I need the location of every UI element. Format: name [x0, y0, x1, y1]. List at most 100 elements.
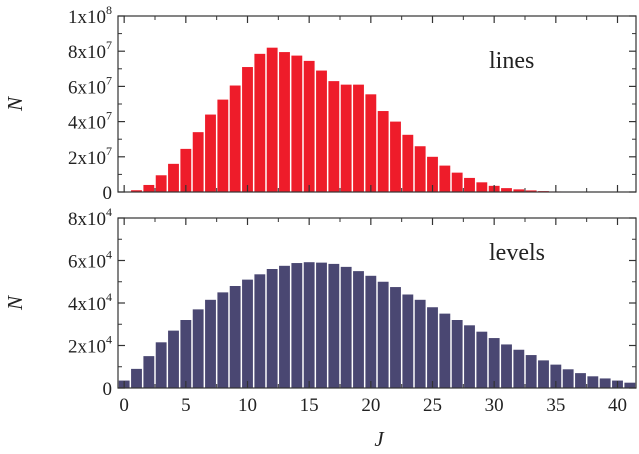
bar: [340, 84, 352, 192]
bar: [365, 94, 377, 192]
bar: [427, 307, 438, 388]
bar: [414, 146, 426, 192]
bar: [217, 99, 229, 192]
x-ticks-lines: [123, 16, 619, 192]
bar: [538, 360, 549, 388]
bar: [143, 356, 155, 388]
bar: [451, 172, 463, 192]
y-tick-label: 0: [103, 379, 113, 400]
panel-lines: 0 2x107 4x107 6x107 8x107 1x108 lines N: [3, 3, 637, 204]
y-tick-label: 0: [103, 183, 113, 204]
bar: [451, 320, 463, 388]
y-tick-label: 2x104: [68, 333, 112, 358]
x-tick-label: 0: [119, 395, 129, 416]
bar: [303, 60, 315, 192]
bar: [402, 134, 414, 192]
bar: [365, 275, 377, 388]
bar: [205, 114, 216, 192]
bar: [624, 382, 636, 388]
y-tick-label: 6x104: [68, 248, 112, 273]
bar: [242, 67, 253, 192]
bar: [168, 163, 179, 192]
bar: [476, 331, 488, 388]
bar: [242, 279, 253, 388]
bar: [279, 265, 290, 388]
bar: [525, 190, 537, 192]
bar: [340, 266, 352, 388]
y-axis-label-levels: N: [3, 295, 27, 311]
bar: [513, 349, 525, 388]
x-tick-label: 15: [300, 395, 319, 416]
bar: [550, 364, 562, 388]
x-tick-label: 40: [608, 395, 627, 416]
bar: [328, 263, 340, 388]
bar: [390, 121, 401, 192]
bar: [488, 338, 500, 388]
x-ticks-levels: 0 5 10 15 20 25 30 35 40: [119, 218, 627, 416]
bar: [599, 378, 611, 388]
x-tick-label: 10: [238, 395, 257, 416]
x-tick-label: 30: [485, 395, 504, 416]
bar: [464, 177, 475, 192]
bar: [476, 182, 488, 192]
y-tick-label: 2x107: [68, 144, 112, 169]
bar: [328, 81, 340, 192]
bar: [501, 344, 512, 388]
bar: [229, 85, 241, 192]
bar: [439, 313, 451, 388]
bar: [513, 189, 525, 192]
bar: [180, 320, 192, 388]
y-tick-label: 8x107: [68, 38, 112, 63]
x-axis-label: J: [374, 427, 385, 451]
y-tick-label: 8x104: [68, 205, 112, 230]
bar: [353, 84, 364, 192]
bar: [377, 281, 389, 388]
bar: [464, 325, 475, 388]
y-tick-label: 4x104: [68, 290, 112, 315]
x-tick-label: 35: [546, 395, 565, 416]
bar: [316, 70, 327, 192]
x-tick-label: 20: [361, 395, 380, 416]
bar: [192, 132, 204, 192]
bar: [291, 55, 303, 192]
bar: [168, 330, 179, 388]
bar: [414, 299, 426, 388]
bar: [377, 111, 389, 192]
bar: [155, 342, 167, 388]
bar: [266, 269, 278, 388]
bar: [427, 156, 438, 192]
y-axis-label-lines: N: [3, 96, 27, 112]
bar: [390, 287, 401, 388]
bar: [180, 148, 192, 192]
bar: [217, 292, 229, 388]
panel-label-lines: lines: [489, 48, 534, 74]
y-tick-label: 6x107: [68, 73, 112, 98]
bar: [254, 53, 266, 193]
bar: [143, 184, 155, 192]
y-tick-label: 1x108: [68, 3, 112, 28]
panel-levels: 0 2x104 4x104 6x104 8x104 0 5 10 15 20 25 30 35 40 l…: [3, 205, 637, 451]
panel-label-levels: levels: [489, 240, 545, 266]
bar: [587, 376, 599, 388]
bar: [291, 263, 303, 388]
bar: [402, 294, 414, 388]
bars-lines: [131, 47, 636, 193]
bar: [131, 190, 142, 192]
bar: [501, 188, 512, 192]
bar: [525, 355, 537, 388]
bar: [131, 368, 142, 388]
y-ticks-lines: 0 2x107 4x107 6x107 8x107 1x108: [68, 3, 636, 204]
bar: [439, 165, 451, 192]
bar: [575, 373, 586, 388]
bar: [303, 262, 315, 388]
bar: [562, 369, 574, 388]
bar: [155, 175, 167, 192]
y-ticks-levels: 0 2x104 4x104 6x104 8x104: [68, 205, 636, 400]
bar: [279, 52, 290, 192]
bar: [229, 286, 241, 388]
bar: [205, 299, 216, 388]
bar: [266, 47, 278, 193]
bar: [316, 262, 327, 388]
bar: [192, 309, 204, 388]
